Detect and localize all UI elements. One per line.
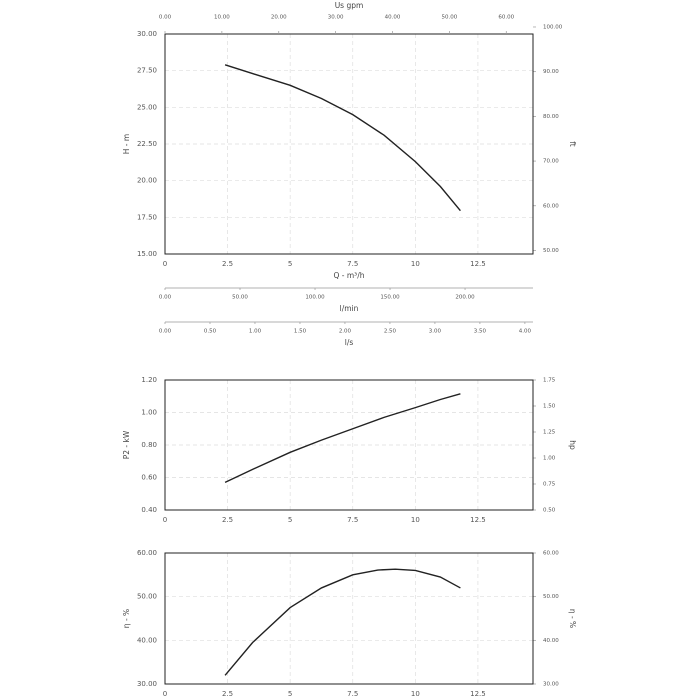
y2-axis-label: hp <box>568 440 577 450</box>
extra-tick-label: 0.00 <box>159 329 172 335</box>
curve <box>224 568 461 676</box>
y2-tick-label: 40.00 <box>543 638 559 644</box>
y2-tick-label: 1.25 <box>543 430 556 436</box>
y-axis-label: H - m <box>122 134 131 154</box>
y-tick-label: 17.50 <box>137 213 157 221</box>
extra-tick-label: 50.00 <box>232 295 248 301</box>
x-tick-label: 5 <box>288 690 292 698</box>
x-tick-label: 12.5 <box>470 516 486 524</box>
top-tick-label: 30.00 <box>328 15 344 21</box>
y-tick-label: 50.00 <box>137 593 157 601</box>
y-tick-label: 30.00 <box>137 30 157 38</box>
y2-tick-label: 90.00 <box>543 69 559 75</box>
x-tick-label: 5 <box>288 516 292 524</box>
top-tick-label: 50.00 <box>442 15 458 21</box>
curve <box>224 64 461 212</box>
extra-tick-label: 200.00 <box>455 295 475 301</box>
x-tick-label: 0 <box>163 516 167 524</box>
x-axis-label: Q - m³/h <box>334 271 365 280</box>
y-tick-label: 15.00 <box>137 250 157 258</box>
y2-tick-label: 50.00 <box>543 248 559 254</box>
y-tick-label: 0.80 <box>141 441 157 449</box>
y2-tick-label: 60.00 <box>543 551 559 557</box>
plot-frame <box>164 379 534 511</box>
y-tick-label: 60.00 <box>137 549 157 557</box>
top-tick-label: 40.00 <box>385 15 401 21</box>
top-tick-label: 60.00 <box>498 15 514 21</box>
x-tick-label: 5 <box>288 260 292 268</box>
x-tick-label: 12.5 <box>470 260 486 268</box>
extra-tick-label: 3.00 <box>429 329 442 335</box>
extra-tick-label: 2.50 <box>384 329 397 335</box>
extra-tick-label: 2.00 <box>339 329 352 335</box>
top-tick-label: 0.00 <box>159 15 172 21</box>
x-tick-label: 7.5 <box>347 260 358 268</box>
y2-tick-label: 70.00 <box>543 159 559 165</box>
plot-frame <box>164 552 534 685</box>
y-tick-label: 27.50 <box>137 67 157 75</box>
extra-tick-label: 150.00 <box>380 295 400 301</box>
y2-tick-label: 1.50 <box>543 404 556 410</box>
y-axis-label: η - % <box>122 609 131 628</box>
y-tick-label: 30.00 <box>137 680 157 688</box>
x-tick-label: 12.5 <box>470 690 486 698</box>
extra-tick-label: 1.50 <box>294 329 307 335</box>
y2-tick-label: 1.00 <box>543 456 556 462</box>
y2-tick-label: 0.50 <box>543 508 556 514</box>
x-tick-label: 2.5 <box>222 690 233 698</box>
x-tick-label: 0 <box>163 690 167 698</box>
y-tick-label: 1.00 <box>141 409 157 417</box>
y2-axis-label: ft <box>568 141 577 147</box>
extra-tick-label: 1.00 <box>249 329 262 335</box>
y2-tick-label: 0.75 <box>543 482 556 488</box>
y-tick-label: 40.00 <box>137 636 157 644</box>
extra-tick-label: 100.00 <box>305 295 325 301</box>
plot-frame <box>164 33 534 255</box>
extra-tick-label: 4.00 <box>519 329 532 335</box>
top-tick-label: 10.00 <box>214 15 230 21</box>
y2-tick-label: 30.00 <box>543 682 559 688</box>
extra-tick-label: 3.50 <box>474 329 487 335</box>
y2-tick-label: 60.00 <box>543 203 559 209</box>
top-tick-label: 20.00 <box>271 15 287 21</box>
x-tick-label: 2.5 <box>222 260 233 268</box>
y2-tick-label: 100.00 <box>543 24 563 30</box>
x-tick-label: 10 <box>411 516 420 524</box>
extra-tick-label: 0.50 <box>204 329 217 335</box>
x-tick-label: 7.5 <box>347 690 358 698</box>
y-tick-label: 20.00 <box>137 177 157 185</box>
y-tick-label: 0.60 <box>141 474 157 482</box>
extra-tick-label: 0.00 <box>159 295 172 301</box>
y2-tick-label: 1.75 <box>543 378 556 384</box>
curve <box>224 393 461 484</box>
x-tick-label: 2.5 <box>222 516 233 524</box>
top-axis-label: Us gpm <box>335 1 364 10</box>
y2-axis-label: η - % <box>568 609 577 628</box>
y-tick-label: 0.40 <box>141 506 157 514</box>
x-tick-label: 10 <box>411 690 420 698</box>
y-tick-label: 25.00 <box>137 103 157 111</box>
x-tick-label: 7.5 <box>347 516 358 524</box>
y2-tick-label: 80.00 <box>543 114 559 120</box>
x-tick-label: 10 <box>411 260 420 268</box>
y2-tick-label: 50.00 <box>543 594 559 600</box>
extra-axis-label: l/min <box>340 304 359 313</box>
x-tick-label: 0 <box>163 260 167 268</box>
y-tick-label: 22.50 <box>137 140 157 148</box>
y-axis-label: P2 - kW <box>122 430 131 459</box>
extra-axis-label: l/s <box>345 338 354 347</box>
y-tick-label: 1.20 <box>141 376 157 384</box>
